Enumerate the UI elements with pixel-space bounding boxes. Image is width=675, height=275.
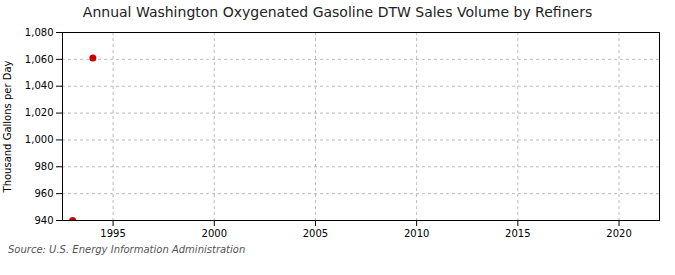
svg-text:1,060: 1,060: [25, 54, 54, 65]
svg-text:2005: 2005: [303, 228, 328, 239]
svg-text:960: 960: [34, 188, 53, 199]
html-text:Annual Washington Oxygenated G: Annual Washington Oxygenated Gasoline DT…: [82, 4, 593, 20]
svg-text:2020: 2020: [606, 228, 631, 239]
svg-text:980: 980: [34, 161, 53, 172]
svg-text:2015: 2015: [505, 228, 530, 239]
html-text:Source: U.S. Energy Informatio: Source: U.S. Energy Information Administ…: [8, 244, 246, 255]
svg-text:1995: 1995: [100, 228, 125, 239]
svg-text:1,080: 1,080: [25, 27, 54, 38]
svg-text:1,000: 1,000: [25, 134, 54, 145]
svg-text:1,040: 1,040: [25, 80, 54, 91]
svg-text:2000: 2000: [202, 228, 227, 239]
svg-text:940: 940: [34, 215, 53, 226]
svg-text:1,020: 1,020: [25, 107, 54, 118]
svg-text:2010: 2010: [404, 228, 429, 239]
svg-text:Thousand Gallons per Day: Thousand Gallons per Day: [2, 60, 13, 193]
